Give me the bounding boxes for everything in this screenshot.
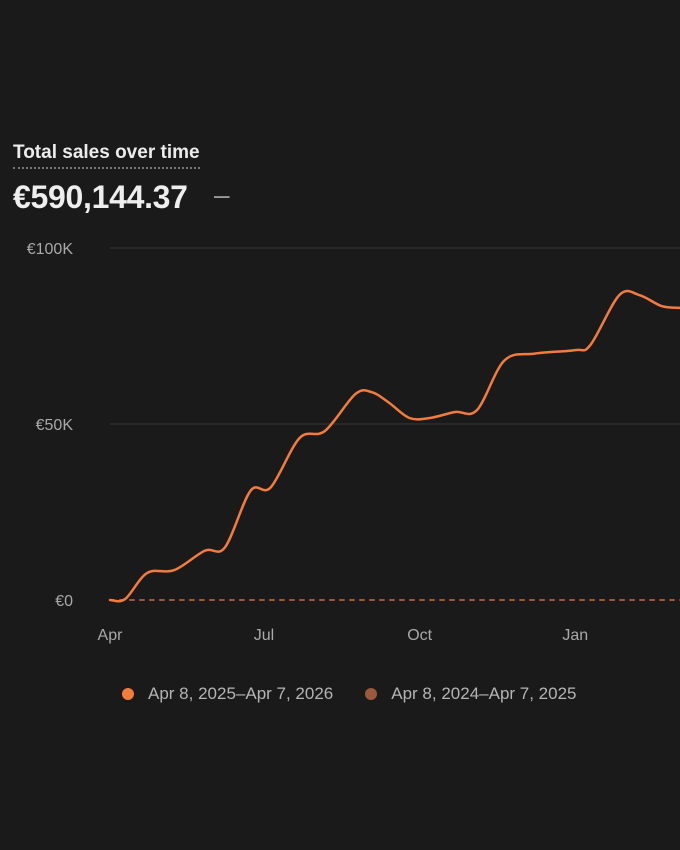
chart-title[interactable]: Total sales over time (13, 142, 200, 169)
y-tick-label: €50K (36, 417, 74, 434)
x-tick-label: Apr (98, 627, 124, 644)
series-line-current (108, 289, 680, 603)
x-tick-label: Jan (562, 627, 588, 644)
total-sales-value: €590,144.37 (13, 179, 188, 215)
comparison-value: – (214, 179, 230, 210)
y-tick-label: €100K (27, 241, 74, 258)
legend-item-previous[interactable]: Apr 8, 2024–Apr 7, 2025 (365, 684, 577, 704)
legend-label-previous: Apr 8, 2024–Apr 7, 2025 (391, 684, 577, 703)
x-tick-label: Jul (254, 627, 274, 644)
sales-line-chart: €0 €50K €100K Apr Jul Oct Jan (27, 241, 680, 644)
legend-label-current: Apr 8, 2025–Apr 7, 2026 (148, 684, 334, 703)
y-tick-label: €0 (55, 593, 73, 610)
x-tick-label: Oct (407, 627, 432, 644)
legend-dot-previous (365, 688, 378, 700)
legend-dot-current (122, 688, 134, 700)
chart-legend: Apr 8, 2025–Apr 7, 2026 Apr 8, 2024–Apr … (122, 684, 609, 704)
legend-item-current[interactable]: Apr 8, 2025–Apr 7, 2026 (122, 684, 333, 704)
